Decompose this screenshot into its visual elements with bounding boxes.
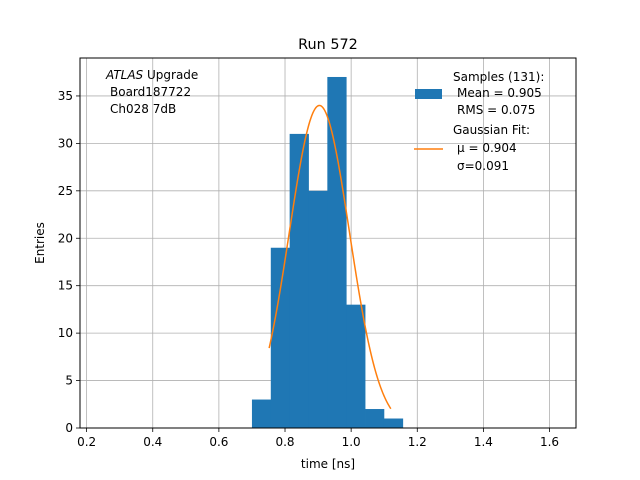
- annotation-upgrade: Upgrade: [143, 68, 198, 82]
- gaussian-fit-line: [268, 104, 392, 410]
- y-tick-label: 5: [65, 374, 73, 388]
- histogram-bar: [289, 133, 309, 428]
- legend-samples-swatch: [415, 89, 442, 99]
- y-axis-label: Entries: [33, 222, 47, 264]
- histogram-bar: [327, 76, 347, 428]
- y-tick-label: 10: [58, 326, 73, 340]
- histogram-bar: [383, 418, 404, 428]
- x-tick-label: 1.6: [540, 435, 559, 449]
- legend-samples-title: Samples (131):: [453, 70, 544, 84]
- plot-frame: [79, 57, 577, 429]
- histogram-bar: [346, 304, 366, 428]
- annotation-line-3: Ch028 7dB: [110, 102, 176, 116]
- x-tick-label: 0.6: [209, 435, 228, 449]
- legend-fit-title: Gaussian Fit:: [453, 123, 530, 137]
- x-axis-ticks: 0.2 0.4 0.6 0.8 1.0 1.2 1.4 1.6: [77, 428, 559, 449]
- legend-fit-mu: μ = 0.904: [457, 141, 517, 155]
- histogram-bar: [365, 409, 385, 428]
- y-tick-label: 30: [58, 136, 73, 150]
- annotation-atlas: ATLAS: [105, 68, 144, 82]
- histogram-bar: [308, 190, 328, 428]
- chart-title: Run 572: [298, 37, 358, 53]
- x-tick-label: 0.8: [275, 435, 294, 449]
- x-tick-label: 0.2: [77, 435, 96, 449]
- annotation-line-2: Board187722: [110, 85, 191, 99]
- y-tick-label: 15: [58, 279, 73, 293]
- y-axis-ticks: 0 5 10 15 20 25 30 35: [58, 89, 80, 435]
- y-tick-label: 35: [58, 89, 73, 103]
- annotation-line-1: ATLAS Upgrade: [105, 68, 198, 82]
- x-axis-label: time [ns]: [301, 457, 355, 471]
- x-tick-label: 1.0: [342, 435, 361, 449]
- atlas-annotation: ATLAS Upgrade Board187722 Ch028 7dB: [105, 68, 198, 116]
- legend-samples-rms: RMS = 0.075: [457, 103, 535, 117]
- legend-fit-sigma: σ=0.091: [457, 159, 509, 173]
- y-tick-label: 25: [58, 184, 73, 198]
- y-tick-label: 0: [65, 421, 73, 435]
- x-tick-label: 1.4: [474, 435, 493, 449]
- legend-samples-mean: Mean = 0.905: [457, 86, 542, 100]
- histogram-bar: [270, 247, 291, 428]
- histogram-bars: [251, 76, 404, 428]
- y-tick-label: 20: [58, 231, 73, 245]
- histogram-bar: [251, 399, 272, 428]
- x-tick-label: 1.2: [408, 435, 427, 449]
- x-tick-label: 0.4: [143, 435, 162, 449]
- legend: Samples (131): Mean = 0.905 RMS = 0.075 …: [414, 70, 544, 173]
